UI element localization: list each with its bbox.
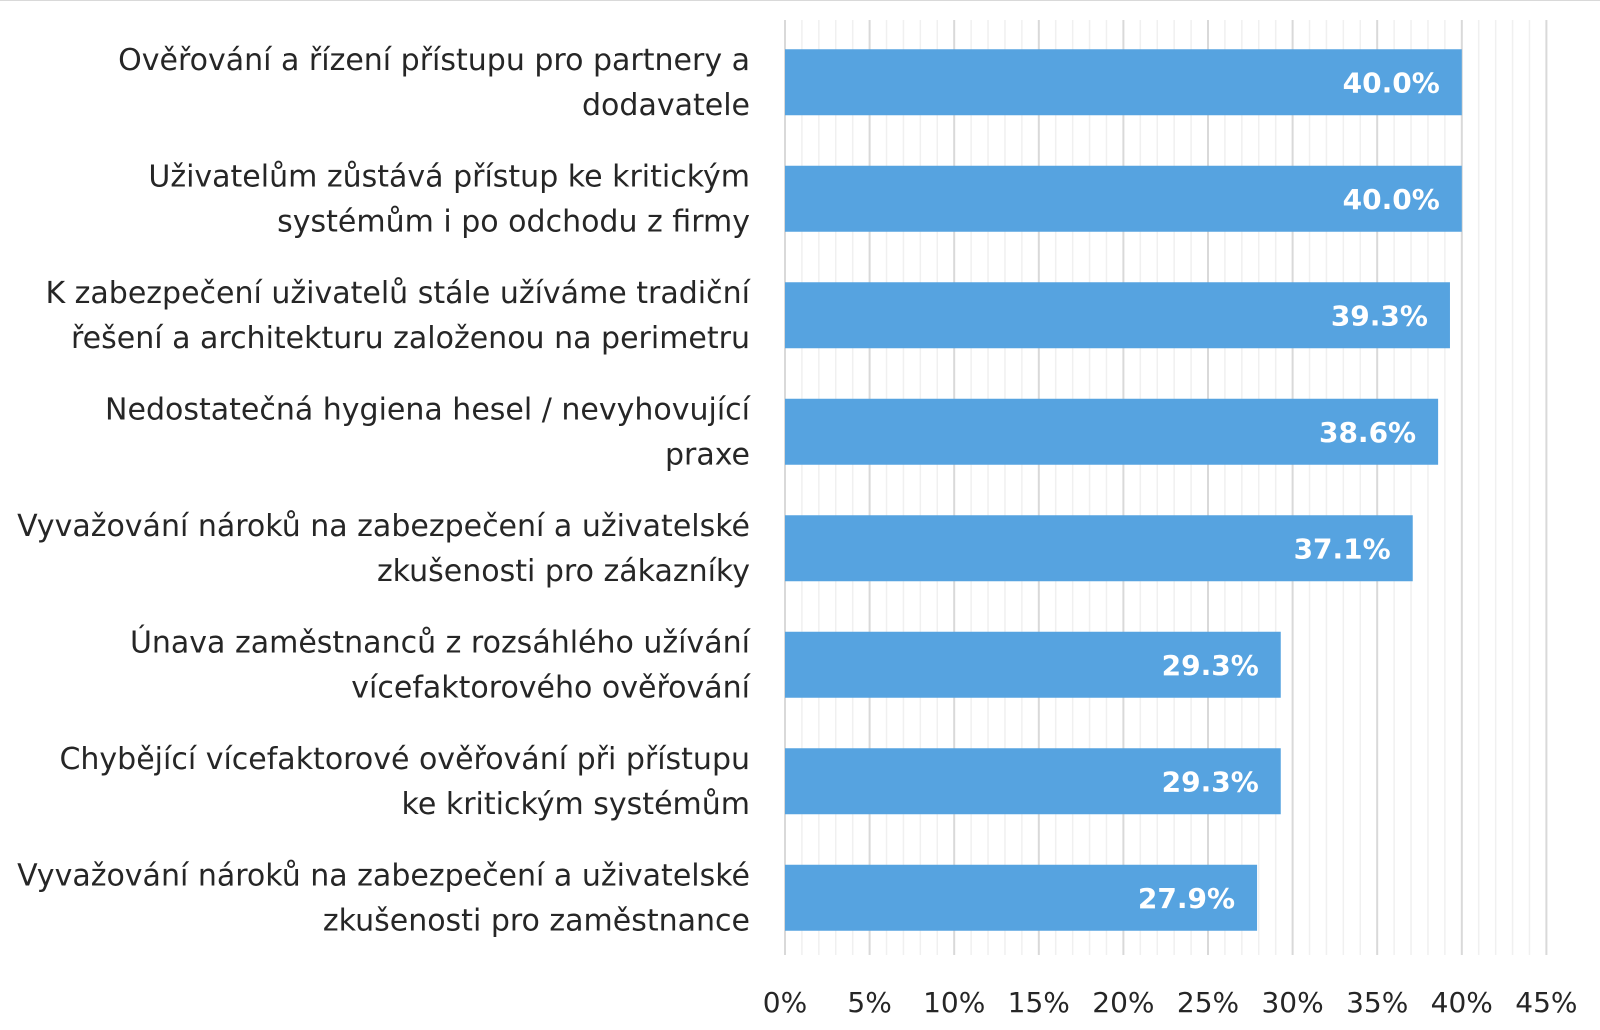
gridlines — [784, 20, 1548, 955]
bars: 40.0% 40.0% 39.3% 38.6% 37.1% 29.3% 29.3% 27.9% — [785, 49, 1462, 931]
category-label-line: Únava zaměstnanců z rozsáhlého užívání — [130, 623, 752, 660]
category-label-line: Uživatelům zůstává přístup ke kritickým — [148, 159, 750, 194]
x-tick-label: 45% — [1515, 986, 1577, 1019]
category-label-line: praxe — [665, 437, 750, 472]
x-tick-label: 30% — [1261, 986, 1323, 1019]
x-tick-label: 25% — [1177, 986, 1239, 1019]
bar — [785, 282, 1450, 349]
x-tick-label: 35% — [1346, 986, 1408, 1019]
category-label-line: Ověřování a řízení přístupu pro partnery… — [118, 43, 750, 78]
x-tick-label: 5% — [847, 986, 891, 1019]
top-border — [0, 0, 1600, 1]
bar-value-label: 29.3% — [1162, 649, 1259, 682]
bar-value-label: 37.1% — [1294, 532, 1391, 565]
x-tick-label: 15% — [1008, 986, 1070, 1019]
category-label-line: Nedostatečná hygiena hesel / nevyhovujíc… — [105, 392, 752, 427]
category-label-line: řešení a architekturu založenou na perim… — [71, 321, 750, 356]
bar — [785, 631, 1281, 698]
x-tick-label: 0% — [763, 986, 807, 1019]
category-label: Uživatelům zůstává přístup ke kritickým s… — [148, 159, 750, 239]
category-label-line: K zabezpečení uživatelů stále užíváme tr… — [45, 276, 751, 311]
category-label-line: ke kritickým systémům — [402, 787, 750, 822]
category-label-line: Vyvažování nároků na zabezpečení a uživa… — [17, 509, 750, 544]
bar-value-label: 39.3% — [1331, 299, 1428, 332]
category-label: Nedostatečná hygiena hesel / nevyhovujíc… — [105, 392, 752, 472]
x-axis-ticks: 0% 5% 10% 15% 20% 25% 30% 35% 40% 45% — [763, 986, 1578, 1019]
category-label: Vyvažování nároků na zabezpečení a uživa… — [17, 858, 750, 938]
category-label-line: zkušenosti pro zaměstnance — [323, 903, 750, 938]
bar-value-label: 27.9% — [1138, 882, 1235, 915]
category-label-line: Chybějící vícefaktorové ověřování při př… — [59, 742, 750, 777]
category-label-line: systémům i po odchodu z firmy — [277, 204, 750, 239]
category-label-line: vícefaktorového ověřování — [351, 670, 751, 705]
bar — [785, 515, 1413, 582]
x-tick-label: 10% — [923, 986, 985, 1019]
category-label: Ověřování a řízení přístupu pro partnery… — [118, 43, 750, 123]
bar — [785, 748, 1281, 815]
category-label-line: zkušenosti pro zákazníky — [377, 554, 750, 589]
bar-value-label: 40.0% — [1343, 183, 1440, 216]
category-label: Vyvažování nároků na zabezpečení a uživa… — [17, 509, 750, 589]
bar-value-label: 29.3% — [1162, 765, 1259, 798]
category-label: K zabezpečení uživatelů stále užíváme tr… — [45, 276, 751, 356]
x-tick-label: 20% — [1092, 986, 1154, 1019]
bar — [785, 864, 1258, 931]
bar-value-label: 38.6% — [1319, 416, 1416, 449]
bar — [785, 165, 1462, 232]
category-labels: Ověřování a řízení přístupu pro partnery… — [17, 43, 752, 939]
category-label-line: Vyvažování nároků na zabezpečení a uživa… — [17, 858, 750, 893]
bar-value-label: 40.0% — [1343, 66, 1440, 99]
x-tick-label: 40% — [1431, 986, 1493, 1019]
bar — [785, 398, 1439, 465]
bar — [785, 49, 1462, 116]
category-label: Chybějící vícefaktorové ověřování při př… — [59, 742, 750, 822]
category-label-line: dodavatele — [582, 88, 750, 123]
category-label: Únava zaměstnanců z rozsáhlého užívání ví… — [130, 623, 752, 705]
